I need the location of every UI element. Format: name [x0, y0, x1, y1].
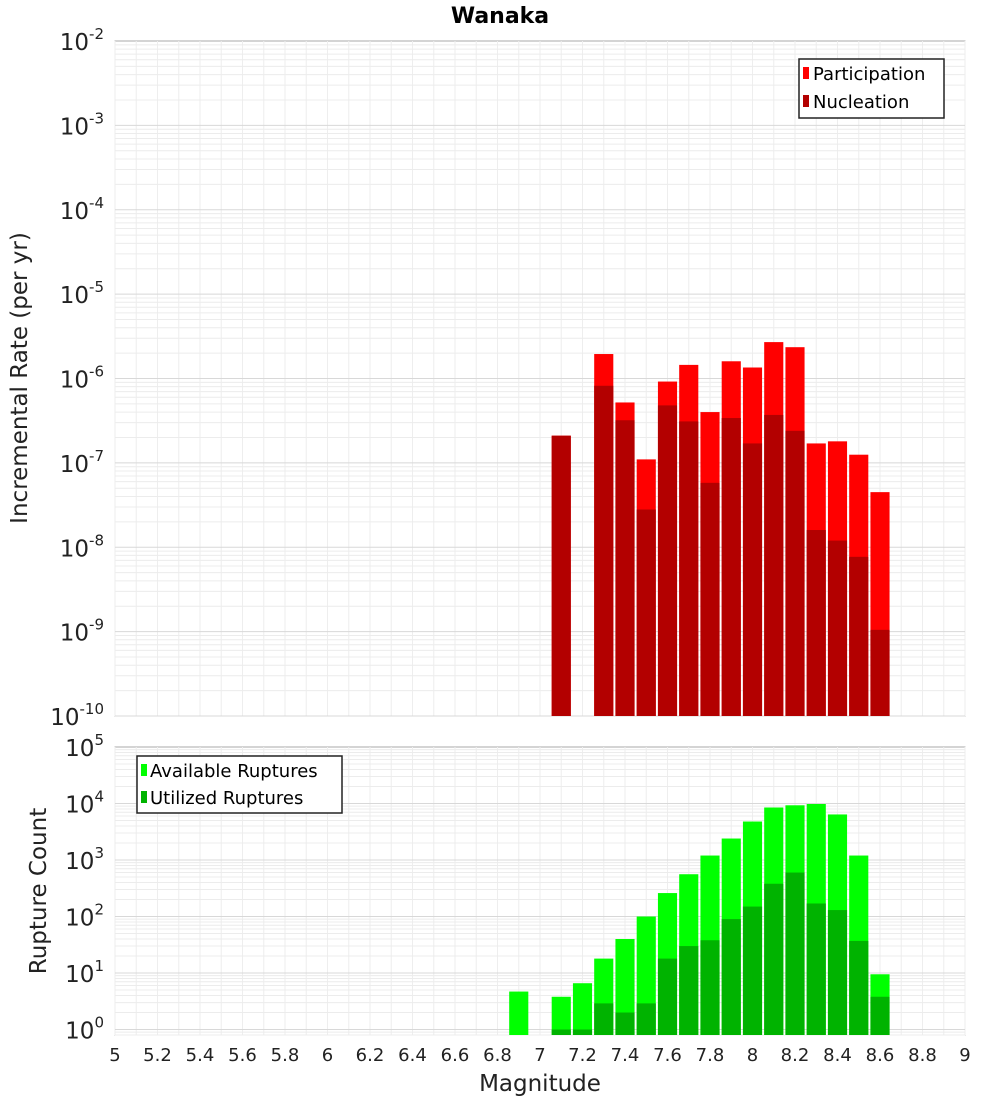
x-tick-label: 8.8	[908, 1045, 937, 1066]
rate-bars	[551, 342, 890, 716]
rate-bar-series2	[657, 405, 678, 716]
count-bar-series2	[764, 883, 784, 1035]
rate-bar-series2	[806, 530, 826, 716]
legend-swatch-available	[141, 764, 147, 776]
x-tick-label: 7.6	[653, 1045, 682, 1066]
rate-y-tick-label: 10-8	[60, 531, 104, 562]
legend-label-participation: Participation	[813, 64, 925, 85]
x-tick-label: 9	[959, 1045, 970, 1066]
rate-y-axis-label: Incremental Rate (per yr)	[7, 232, 33, 524]
x-axis-label: Magnitude	[479, 1071, 601, 1097]
count-y-axis-label: Rupture Count	[26, 808, 52, 974]
x-tick-label: 5.2	[143, 1045, 172, 1066]
rate-y-tick-label: 10-3	[60, 109, 104, 140]
rate-bar-series2	[594, 385, 614, 716]
x-tick-label: 7	[534, 1045, 545, 1066]
rate-bar-series2	[679, 421, 699, 716]
rate-bar-series2	[742, 443, 763, 716]
legend-label-nucleation: Nucleation	[813, 92, 909, 113]
count-bar-series2	[827, 910, 848, 1035]
rate-legend-box	[798, 58, 945, 119]
rate-bar-series2	[764, 414, 784, 716]
count-bar-series2	[636, 1003, 656, 1035]
count-legend: Available Ruptures Utilized Ruptures	[136, 755, 343, 814]
count-bar-series2	[551, 1029, 571, 1035]
count-bar-series1	[572, 983, 593, 1035]
count-bar-series2	[742, 906, 763, 1035]
x-tick-label: 7.4	[611, 1045, 640, 1066]
count-bar-series2	[679, 946, 699, 1035]
rate-bar-series2	[636, 509, 656, 716]
legend-label-available: Available Ruptures	[150, 761, 318, 782]
rate-y-tick-label: 10-7	[60, 447, 104, 478]
count-bars	[509, 804, 890, 1035]
count-bar-series1	[551, 996, 571, 1035]
x-tick-label: 6.8	[483, 1045, 512, 1066]
rate-y-tick-label: 10-10	[50, 700, 104, 731]
rate-bar-series2	[870, 629, 890, 716]
count-y-tick-label: 101	[65, 957, 104, 988]
rate-y-tick-label: 10-6	[60, 363, 104, 394]
rate-bar-series2	[849, 556, 869, 716]
rate-panel: 10-10 10-9 10-8 10-7 10-6 10-5 10-4 10-3 10-2 Wa…	[7, 4, 966, 731]
count-y-tick-label: 104	[65, 788, 104, 819]
count-y-tick-label: 100	[65, 1014, 104, 1045]
count-panel: 100 101 102 103 104 105 5 5.2 5.4 5.6 5.8 6 6.2 6.4 6…	[26, 731, 971, 1097]
rate-y-tick-label: 10-5	[60, 278, 104, 309]
x-tick-label: 5.6	[228, 1045, 257, 1066]
rate-legend: Participation Nucleation	[798, 58, 945, 119]
count-bar-series2	[785, 872, 805, 1035]
count-legend-box	[136, 755, 343, 814]
rate-bar-series2	[551, 435, 571, 716]
count-bar-series2	[572, 1029, 593, 1035]
count-y-ticks: 100 101 102 103 104 105	[65, 731, 104, 1045]
x-tick-label: 8.2	[781, 1045, 810, 1066]
rate-y-tick-label: 10-2	[60, 25, 104, 56]
count-bar-series2	[657, 958, 678, 1035]
x-tick-label: 8	[747, 1045, 758, 1066]
count-bar-series2	[594, 1003, 614, 1035]
rate-bar-series2	[615, 420, 635, 716]
count-bar-series2	[806, 903, 826, 1035]
rate-y-tick-label: 10-9	[60, 616, 104, 647]
count-bar-series2	[870, 996, 890, 1035]
count-y-tick-label: 105	[65, 731, 104, 762]
count-bar-series2	[700, 940, 720, 1035]
rate-bar-series2	[785, 430, 805, 716]
rate-bar-series2	[827, 540, 848, 716]
x-ticks: 5 5.2 5.4 5.6 5.8 6 6.2 6.4 6.6 6.8 7 7.2 7.4 7.6 7.8 8…	[109, 1045, 970, 1066]
count-bar-series2	[849, 940, 869, 1035]
x-tick-label: 5	[109, 1045, 120, 1066]
legend-swatch-participation	[803, 67, 809, 79]
rate-y-tick-label: 10-4	[60, 194, 104, 225]
count-bar-series1	[615, 939, 635, 1035]
count-bar-series2	[615, 1012, 635, 1035]
x-tick-label: 7.2	[568, 1045, 597, 1066]
legend-swatch-nucleation	[803, 95, 809, 107]
x-tick-label: 6.2	[356, 1045, 385, 1066]
x-tick-label: 5.8	[271, 1045, 300, 1066]
count-bar-series2	[721, 919, 741, 1035]
x-tick-label: 7.8	[696, 1045, 725, 1066]
x-tick-label: 5.4	[186, 1045, 215, 1066]
x-tick-label: 6.4	[398, 1045, 427, 1066]
count-bar-series1	[509, 991, 529, 1035]
x-tick-label: 8.4	[823, 1045, 852, 1066]
x-tick-label: 6.6	[441, 1045, 470, 1066]
legend-label-utilized: Utilized Ruptures	[150, 788, 303, 809]
rate-bar-series2	[700, 482, 720, 716]
rate-y-ticks: 10-10 10-9 10-8 10-7 10-6 10-5 10-4 10-3 10-2	[50, 25, 104, 731]
chart-title: Wanaka	[451, 4, 549, 29]
x-tick-label: 6	[322, 1045, 333, 1066]
count-y-tick-label: 102	[65, 901, 104, 932]
legend-swatch-utilized	[141, 791, 147, 803]
x-tick-label: 8.6	[866, 1045, 895, 1066]
rate-bar-series2	[721, 418, 741, 716]
count-y-tick-label: 103	[65, 844, 104, 875]
